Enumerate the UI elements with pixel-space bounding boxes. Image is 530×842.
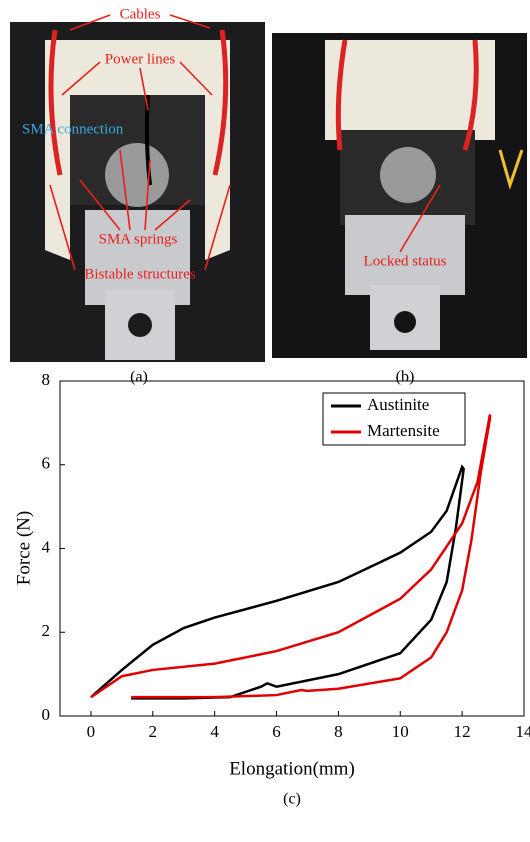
panel-caption: (b) [396,369,415,386]
x-tick-label: 6 [272,722,281,741]
panel-caption: (a) [130,369,148,386]
x-tick-label: 4 [210,722,219,741]
annotation: SMA connection [22,121,124,137]
legend-box [322,392,466,446]
panel-caption: (c) [283,791,301,808]
x-tick-label: 14 [516,722,530,741]
y-axis-label: Force (N) [13,511,34,585]
x-tick-label: 2 [149,722,158,741]
legend-label: Austinite [367,395,429,414]
x-tick-label: 0 [87,722,96,741]
x-axis-label: Elongation(mm) [229,758,355,779]
y-tick-label: 2 [42,621,51,640]
x-tick-label: 10 [392,722,409,741]
data-line [90,464,465,700]
photo-a [10,22,265,362]
annotation: SMA springs [99,231,178,247]
photo-b [272,33,527,358]
annotation: Cables [120,6,161,22]
y-tick-label: 6 [42,454,51,473]
legend-label: Martensite [367,421,440,440]
y-tick-label: 8 [42,370,51,389]
annotation: Locked status [364,253,447,269]
annotation: Power lines [105,51,176,67]
annotation: Bistable structures [84,266,195,282]
x-tick-label: 12 [454,722,471,741]
y-tick-label: 0 [42,705,51,724]
data-line [90,414,492,699]
x-tick-label: 8 [334,722,343,741]
y-tick-label: 4 [42,537,51,556]
